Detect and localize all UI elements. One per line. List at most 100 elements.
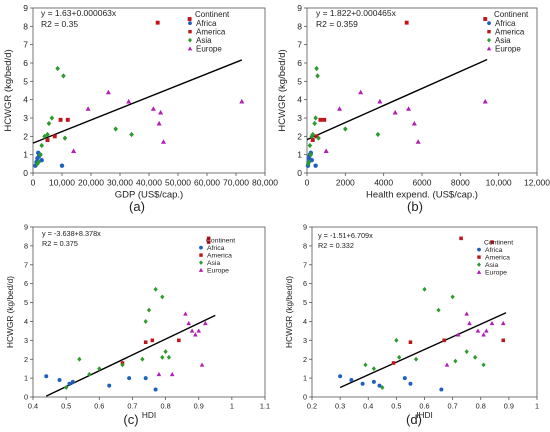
trend-line [45,314,216,397]
data-point-europe [392,109,398,115]
data-point-america [155,20,160,25]
chart-panel-3: 0.4 0.5 0.6 0.7 0.8 0.9 1 1.1 0 1 2 3 4 5 6 7 8 9 HDI HCWGR… [5,223,270,427]
y-axis-title: HCWGR (kg/bed/d) [3,49,14,131]
trend-line [339,312,507,389]
panel-label: (d) [406,412,422,427]
y-tick-label: 3 [303,336,307,345]
data-point-europe [415,139,421,144]
data-point-america [206,236,211,241]
data-point-asia [163,349,168,355]
data-point-europe [464,311,469,316]
y-tick-label: 4 [24,317,28,326]
y-axis-title: HCWGR (kg/bed/d) [277,49,288,131]
legend-entry-europe: Europe [485,270,507,277]
data-point-africa [127,376,132,381]
y-tick-label: 7 [23,40,28,50]
data-point-asia [464,349,469,355]
data-point-europe [158,109,164,115]
data-point-asia [39,142,44,149]
data-point-asia [306,159,312,165]
data-point-europe [358,89,364,95]
data-point-asia [61,73,66,79]
x-tick-label: 70,000 [223,178,249,188]
data-point-asia [312,120,317,127]
data-point-europe [71,148,77,153]
regression-equation: y = -1.51+6.709x [318,231,373,240]
legend-entry-america: America [485,255,510,262]
data-point-asia [394,337,399,343]
legend-entry-europe: Europe [207,268,229,275]
y-tick-label: 5 [24,298,28,307]
data-point-asia [120,362,125,368]
y-tick-label: 3 [23,113,28,123]
x-tick-label: 1 [535,401,539,410]
data-point-america [187,17,192,21]
data-point-america [177,338,181,343]
data-point-africa [402,376,407,381]
x-tick-label: 0.2 [307,401,317,410]
y-axis-title: HCWGR (kg/bed/d) [284,276,294,348]
legend-entry-america: America [196,28,226,37]
data-point-europe [186,320,192,326]
data-point-asia [49,115,55,121]
y-tick-label: 6 [297,58,302,68]
trend-line [306,58,488,141]
x-axis-title: Health expend. (US$/cap.) [366,190,478,201]
data-point-asia [153,286,158,292]
data-point-africa [408,381,413,386]
legend-marker-asia [477,262,481,267]
x-tick-label: 10,000 [49,178,75,188]
legend-entry-america: America [207,253,232,260]
data-point-europe [489,320,495,326]
data-point-europe [475,328,481,333]
legend-entry-europe: Europe [495,45,521,54]
data-point-europe [189,328,195,333]
x-tick-label: 0.4 [28,401,38,410]
legend-marker-africa [199,245,203,250]
data-point-asia [316,135,321,141]
x-tick-label: 0.5 [391,401,401,410]
data-point-europe [196,328,202,333]
x-tick-label: 0.9 [504,401,514,410]
y-tick-label: 0 [24,393,28,402]
data-point-africa [313,163,318,168]
regression-equation: y = 1.822+0.000465x [316,8,397,18]
y-tick-label: 6 [24,279,28,288]
y-axis-title: HCWGR (kg/bed/d) [5,276,15,348]
y-tick-label: 7 [303,260,307,269]
y-tick-label: 0 [297,168,302,178]
data-point-america [404,20,409,25]
r-squared-label: R2 = 0.375 [42,239,78,248]
legend-entry-asia: Asia [495,36,511,45]
data-point-africa [67,381,72,386]
legend-marker-asia [487,37,491,43]
data-point-europe [203,320,208,326]
r-squared-label: R2 = 0.332 [318,241,354,250]
x-tick-label: 0.4 [363,401,373,410]
x-tick-label: 1 [230,401,234,410]
data-point-asia [343,126,348,132]
y-tick-label: 9 [23,3,28,13]
y-tick-label: 8 [297,21,302,31]
legend-entry-africa: Africa [495,19,516,28]
data-point-asia [46,120,52,127]
data-point-europe [484,328,489,333]
data-point-asia [97,366,102,372]
data-point-africa [39,157,44,163]
data-point-africa [360,381,365,386]
x-tick-label: 20,000 [78,178,104,188]
x-tick-label: 0.5 [61,401,71,410]
data-point-asia [160,294,165,300]
x-tick-label: 0.7 [448,401,458,410]
x-tick-label: 50,000 [165,178,191,188]
y-tick-label: 8 [23,21,28,31]
y-tick-label: 9 [303,223,307,232]
x-tick-label: 40,000 [136,178,162,188]
x-tick-label: 0 [305,178,310,188]
data-point-asia [397,354,402,360]
x-tick-label: 0.3 [335,401,345,410]
data-point-asia [146,307,152,313]
legend-marker-africa [487,21,491,26]
